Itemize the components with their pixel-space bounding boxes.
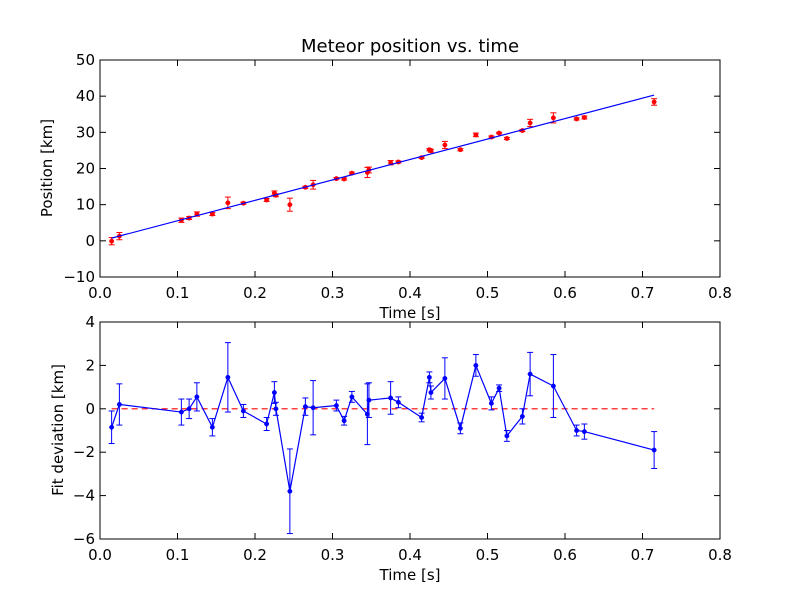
position-data-point <box>527 120 533 126</box>
deviation-data-point <box>116 402 122 407</box>
position-data-point <box>109 238 115 244</box>
deviation-y-axis-label: Fit deviation [km] <box>49 364 67 496</box>
position-data-point <box>225 200 231 206</box>
position-y-tick-label: 0 <box>85 232 95 250</box>
position-y-tick-label: 20 <box>76 160 95 178</box>
deviation-x-tick-label: 0.5 <box>476 546 500 564</box>
deviation-data-point <box>333 403 339 408</box>
deviation-data-point <box>349 394 355 400</box>
deviation-data-point <box>302 404 308 410</box>
deviation-data-point <box>271 390 277 395</box>
deviation-chart: 0.0 0.1 0.2 0.3 0.4 0.5 0.6 0.7 0.8 −6 −4 −2 0 2 4 Ti… <box>49 313 732 584</box>
deviation-data-point <box>428 390 434 395</box>
deviation-y-ticks: −6 −4 −2 0 2 4 <box>73 313 720 548</box>
deviation-data-point <box>581 429 587 435</box>
deviation-data-point <box>550 383 556 389</box>
deviation-data-point <box>426 374 432 380</box>
deviation-x-tick-label: 0.4 <box>398 546 422 564</box>
deviation-data-point <box>574 428 580 433</box>
deviation-data-point <box>310 405 316 411</box>
deviation-y-tick-label: −2 <box>73 443 95 461</box>
position-y-tick-label: 30 <box>76 123 95 141</box>
deviation-x-tick-label: 0.6 <box>553 546 577 564</box>
deviation-data-point <box>473 362 479 368</box>
position-data-point <box>581 115 587 120</box>
deviation-data-point <box>186 406 192 412</box>
deviation-y-tick-label: −6 <box>73 530 95 548</box>
position-data-point <box>473 132 479 138</box>
deviation-data-point <box>287 488 293 494</box>
deviation-y-tick-label: 0 <box>85 400 95 418</box>
deviation-x-tick-label: 0.2 <box>243 546 267 564</box>
position-y-tick-label: −10 <box>63 268 95 286</box>
position-x-tick-label: 0.0 <box>88 284 112 302</box>
position-x-tick-label: 0.4 <box>398 284 422 302</box>
position-fit-line <box>111 94 655 239</box>
position-data-point <box>264 197 270 203</box>
position-chart-title: Meteor position vs. time <box>301 36 519 57</box>
deviation-x-tick-label: 0.8 <box>708 546 732 564</box>
deviation-y-tick-label: 2 <box>85 356 95 374</box>
position-data-point <box>442 142 448 148</box>
deviation-data-point <box>225 374 231 380</box>
position-y-tick-label: 50 <box>76 51 95 69</box>
deviation-x-tick-label: 0.7 <box>631 546 655 564</box>
deviation-data-point <box>395 399 401 405</box>
deviation-data-point <box>109 424 115 430</box>
deviation-x-tick-label: 0.0 <box>88 546 112 564</box>
deviation-data-point <box>388 395 394 401</box>
deviation-y-tick-label: −4 <box>73 487 95 505</box>
position-x-tick-label: 0.5 <box>476 284 500 302</box>
position-data-point <box>504 136 510 141</box>
deviation-data-point <box>496 385 502 391</box>
deviation-data-point <box>264 421 270 427</box>
position-y-tick-label: 10 <box>76 196 95 214</box>
position-x-axis-label: Time [s] <box>379 304 441 322</box>
deviation-x-tick-label: 0.3 <box>321 546 345 564</box>
deviation-plot-area <box>108 342 658 535</box>
deviation-x-ticks: 0.0 0.1 0.2 0.3 0.4 0.5 0.6 0.7 0.8 <box>88 322 732 564</box>
position-x-tick-label: 0.6 <box>553 284 577 302</box>
position-chart: Meteor position vs. time 0.0 0.1 0.2 0.3 0.4… <box>38 36 732 322</box>
deviation-data-point <box>341 418 347 424</box>
deviation-data-point <box>209 424 215 430</box>
position-plot-area <box>108 94 658 246</box>
deviation-data-point <box>519 413 525 419</box>
position-data-point <box>287 202 293 208</box>
position-x-ticks: 0.0 0.1 0.2 0.3 0.4 0.5 0.6 0.7 0.8 <box>88 60 732 302</box>
position-data-point <box>651 99 657 105</box>
position-y-ticks: −10 0 10 20 30 40 50 <box>63 51 720 286</box>
deviation-data-point <box>457 425 463 431</box>
deviation-y-tick-label: 4 <box>85 313 95 331</box>
position-x-tick-label: 0.3 <box>321 284 345 302</box>
position-y-axis-label: Position [km] <box>38 119 56 217</box>
deviation-x-axis-label: Time [s] <box>379 566 441 584</box>
deviation-data-point <box>419 415 425 420</box>
deviation-data-point <box>442 375 448 381</box>
deviation-data-point <box>178 409 184 415</box>
deviation-data-point <box>240 408 246 414</box>
deviation-data-point <box>651 447 657 453</box>
deviation-data-point <box>273 406 279 412</box>
deviation-data-point <box>527 371 533 377</box>
deviation-data-point <box>194 394 200 400</box>
position-x-tick-label: 0.2 <box>243 284 267 302</box>
deviation-data-point <box>504 433 510 439</box>
position-x-tick-label: 0.7 <box>631 284 655 302</box>
position-y-tick-label: 40 <box>76 87 95 105</box>
position-data-point <box>496 130 502 136</box>
position-data-point <box>550 115 556 121</box>
position-x-tick-label: 0.8 <box>708 284 732 302</box>
position-data-point <box>428 148 434 154</box>
deviation-residual-line <box>111 363 655 492</box>
deviation-x-tick-label: 0.1 <box>166 546 190 564</box>
position-data-point <box>574 116 580 122</box>
deviation-data-point <box>366 397 372 403</box>
position-data-point <box>457 147 463 153</box>
deviation-data-point <box>488 400 494 406</box>
position-x-tick-label: 0.1 <box>166 284 190 302</box>
